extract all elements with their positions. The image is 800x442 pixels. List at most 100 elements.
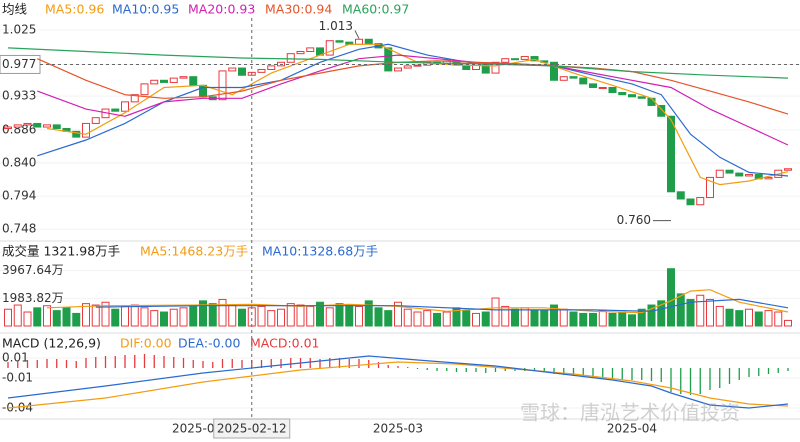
candle <box>150 79 159 85</box>
candle <box>403 65 412 69</box>
volume-bar <box>784 319 792 327</box>
y-tick-label: 0.748 <box>2 222 36 236</box>
legend-entry: MA20:0.93 <box>188 2 255 17</box>
candle <box>267 65 276 70</box>
volume-bar <box>725 308 734 327</box>
volume-bar <box>618 311 627 327</box>
candle <box>676 191 685 200</box>
legend-entry: MACD:0.01 <box>250 336 320 351</box>
candle <box>286 53 295 63</box>
volume-bar <box>296 304 305 327</box>
candle <box>589 83 597 88</box>
volume-bar <box>686 298 695 327</box>
ma-line <box>46 289 789 314</box>
candle <box>325 40 334 56</box>
candle <box>501 58 510 63</box>
volume-bar <box>23 311 32 327</box>
volume-bar <box>62 307 71 327</box>
volume-bar <box>676 293 685 327</box>
volume-bar <box>130 304 139 327</box>
candle <box>520 56 529 60</box>
volume-bar <box>121 305 129 327</box>
volume-bar <box>150 310 159 327</box>
candle <box>43 124 51 128</box>
volume-bar <box>208 303 217 327</box>
volume-bar <box>199 300 207 327</box>
volume-bar <box>247 307 256 327</box>
candle <box>559 76 568 81</box>
volume-bar <box>491 297 500 327</box>
candle <box>218 70 227 101</box>
volume-bar <box>520 307 529 327</box>
volume-bar <box>540 310 549 327</box>
volume-bar <box>667 268 675 327</box>
volume-bar <box>13 304 22 327</box>
candle <box>735 172 744 177</box>
volume-bar <box>72 312 81 327</box>
volume-bar <box>442 311 451 327</box>
volume-bar <box>160 311 168 327</box>
volume-bar <box>745 308 753 327</box>
candle <box>140 83 149 96</box>
candle <box>121 101 129 112</box>
volume-bar <box>267 310 276 327</box>
volume-bar <box>316 301 324 327</box>
volume-bar <box>481 311 490 327</box>
candle <box>23 122 32 126</box>
volume-bar <box>364 300 373 327</box>
ma-line <box>37 58 789 115</box>
candle <box>530 56 539 62</box>
volume-bar <box>335 303 344 327</box>
candle <box>579 77 588 85</box>
y-tick-label: -0.01 <box>2 371 33 385</box>
candle <box>745 174 753 177</box>
candle <box>706 176 714 199</box>
candle <box>72 130 81 138</box>
candle <box>355 38 363 45</box>
volume-bar <box>559 308 568 327</box>
candle <box>179 76 188 79</box>
ma-line <box>7 47 789 79</box>
volume-bar <box>374 307 383 327</box>
volume-bar <box>774 311 783 327</box>
y-tick-label: 0.886 <box>2 122 36 136</box>
candle <box>52 124 61 129</box>
y-tick-label: 0.933 <box>2 89 36 103</box>
volume-bar <box>52 310 61 327</box>
volume-bar <box>33 307 42 327</box>
y-tick-label: 1983.82万 <box>2 291 64 305</box>
ma-line <box>46 43 789 186</box>
volume-bar <box>345 304 354 327</box>
candle <box>569 76 578 79</box>
ma-line <box>95 298 789 312</box>
candle <box>667 115 675 193</box>
annotation-leader <box>354 30 360 39</box>
volume-bar <box>111 308 120 327</box>
volume-bar <box>735 310 744 327</box>
panel-title: MACD (12,26,9) <box>2 336 101 351</box>
legend-entry: MA60:0.97 <box>342 2 409 17</box>
candle <box>91 117 100 124</box>
candle <box>111 108 120 112</box>
y-tick-label: 3967.64万 <box>2 263 64 277</box>
volume-bar <box>43 305 51 327</box>
candle <box>715 169 724 178</box>
x-tick-label: 2025-04 <box>607 422 657 436</box>
volume-bar <box>501 305 510 327</box>
volume-bar <box>189 305 198 327</box>
volume-bar <box>706 298 714 327</box>
candle <box>686 198 695 206</box>
candle <box>550 61 558 81</box>
volume-bar <box>384 310 393 327</box>
legend-entry: MA10:0.95 <box>112 2 179 17</box>
x-tick-label: 2025-02-12 <box>217 422 287 436</box>
candle <box>628 94 636 98</box>
candle <box>296 50 305 55</box>
candle <box>130 94 139 103</box>
legend-entry: DIF:0.00 <box>120 336 172 351</box>
x-tick-label: 2025-0 <box>172 422 215 436</box>
volume-bar <box>306 305 315 327</box>
volume-bar <box>754 311 763 327</box>
candle <box>13 124 22 128</box>
